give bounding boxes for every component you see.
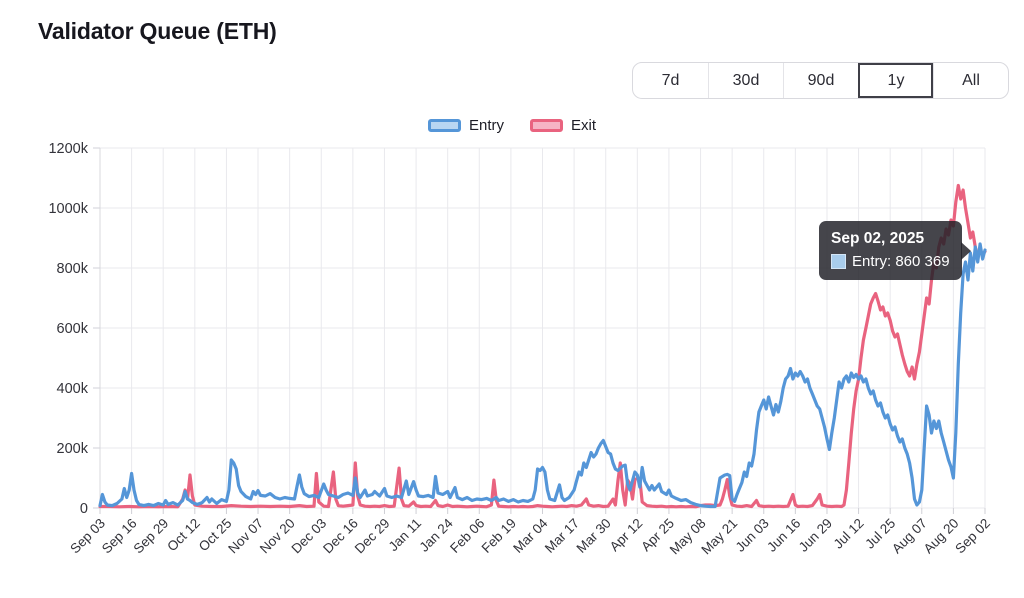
range-button-all[interactable]: All (933, 63, 1008, 98)
svg-text:1000k: 1000k (48, 201, 88, 217)
legend-exit-label: Exit (571, 117, 597, 134)
legend-item-exit[interactable]: Exit (530, 117, 596, 134)
svg-text:Jan 11: Jan 11 (386, 516, 425, 555)
svg-text:Sep 29: Sep 29 (130, 516, 171, 557)
svg-text:Feb 19: Feb 19 (479, 516, 519, 556)
svg-text:Oct 12: Oct 12 (164, 516, 203, 555)
svg-text:Jun 16: Jun 16 (764, 516, 803, 555)
entry-swatch-icon (427, 119, 461, 132)
svg-text:1200k: 1200k (48, 141, 88, 157)
svg-text:Mar 17: Mar 17 (542, 516, 582, 556)
svg-text:Mar 30: Mar 30 (574, 516, 614, 556)
exit-swatch-icon (530, 119, 563, 132)
range-button-7d[interactable]: 7d (633, 63, 708, 98)
page-title: Validator Queue (ETH) (38, 18, 277, 44)
svg-text:200k: 200k (57, 441, 89, 457)
range-button-30d[interactable]: 30d (708, 63, 783, 98)
svg-text:600k: 600k (57, 321, 89, 337)
svg-text:Jul 12: Jul 12 (831, 516, 867, 552)
svg-text:0: 0 (80, 501, 88, 517)
svg-text:800k: 800k (57, 261, 89, 277)
svg-text:Jun 29: Jun 29 (796, 516, 835, 555)
svg-text:Mar 04: Mar 04 (510, 515, 551, 556)
legend-item-entry[interactable]: Entry (427, 117, 504, 134)
legend-entry-label: Entry (468, 117, 504, 134)
svg-text:400k: 400k (57, 381, 89, 397)
range-selector: 7d 30d 90d 1y All (632, 62, 1009, 99)
chart-legend: Entry Exit (0, 117, 1024, 134)
svg-text:Sep 02: Sep 02 (952, 516, 993, 557)
svg-text:Feb 06: Feb 06 (447, 516, 487, 556)
svg-text:Apr 12: Apr 12 (607, 516, 646, 555)
range-button-1y[interactable]: 1y (858, 63, 933, 98)
range-button-90d[interactable]: 90d (783, 63, 858, 98)
svg-text:May 21: May 21 (698, 516, 740, 558)
svg-text:Jun 03: Jun 03 (733, 516, 772, 555)
svg-text:Dec 29: Dec 29 (352, 516, 393, 557)
